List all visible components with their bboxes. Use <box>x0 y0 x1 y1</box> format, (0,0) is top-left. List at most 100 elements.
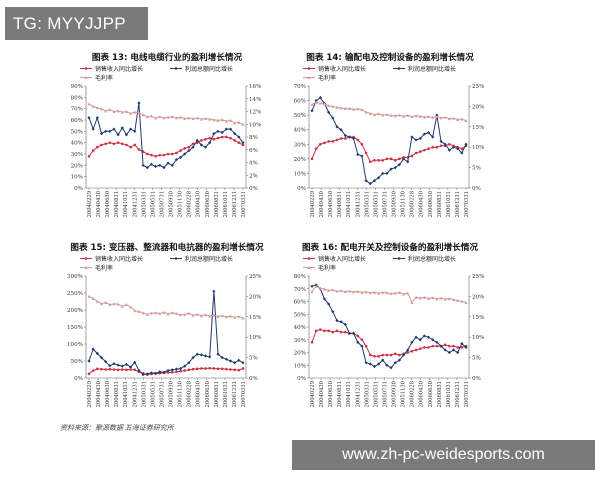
data-point <box>456 350 460 355</box>
data-point <box>166 115 170 119</box>
data-point <box>199 117 203 121</box>
data-point <box>393 291 397 295</box>
data-point <box>456 346 459 349</box>
data-point <box>195 367 199 371</box>
data-point <box>237 141 241 144</box>
data-point <box>426 131 431 135</box>
data-point <box>323 141 326 145</box>
data-point <box>377 355 380 358</box>
data-point <box>104 109 108 113</box>
data-point <box>323 329 326 333</box>
x-tick-label: 20040430 <box>96 191 102 217</box>
legend-swatch-marker <box>307 257 311 260</box>
data-point <box>398 353 401 357</box>
x-tick-label: 20060630 <box>428 381 434 407</box>
data-point <box>385 113 389 117</box>
data-point <box>233 139 236 142</box>
data-point <box>241 143 245 147</box>
data-point <box>191 367 195 371</box>
x-tick-label: 20061231 <box>455 191 461 217</box>
data-point <box>104 142 107 146</box>
data-point <box>104 301 108 305</box>
data-point <box>116 302 120 306</box>
data-point <box>233 368 236 372</box>
data-point <box>87 294 91 298</box>
data-point <box>322 102 326 106</box>
left-tick-label: 80% <box>294 274 306 280</box>
left-tick-label: 250% <box>67 291 83 297</box>
data-point <box>120 110 124 114</box>
data-point <box>431 135 435 139</box>
left-tick-label: 40% <box>294 325 306 331</box>
data-point <box>389 353 393 357</box>
data-point <box>179 149 182 152</box>
data-point <box>447 350 451 355</box>
data-point <box>220 130 224 135</box>
x-tick-label: 20040430 <box>96 381 102 407</box>
right-tick-label: 2% <box>249 173 258 179</box>
right-tick-label: 15% <box>472 315 484 321</box>
data-point <box>310 290 314 294</box>
data-point <box>129 365 133 369</box>
data-point <box>95 106 99 110</box>
right-tick-label: 5% <box>249 356 258 362</box>
data-point <box>439 296 443 300</box>
data-point <box>112 362 116 366</box>
data-point <box>397 113 401 117</box>
x-tick-label: 20070331 <box>464 381 470 407</box>
data-point <box>318 286 322 290</box>
x-tick-label: 20050731 <box>159 381 165 407</box>
data-point <box>228 359 233 363</box>
right-tick-label: 0% <box>472 376 481 382</box>
data-point <box>199 353 203 357</box>
data-point <box>460 151 464 155</box>
data-point <box>116 368 120 372</box>
data-point <box>174 116 178 120</box>
data-point <box>460 117 464 121</box>
left-tick-label: 20% <box>294 351 306 357</box>
left-tick-label: 200% <box>67 308 83 314</box>
data-point <box>125 143 128 147</box>
data-point <box>112 302 116 306</box>
data-point <box>414 348 418 352</box>
data-point <box>183 152 187 156</box>
left-tick-label: 60% <box>294 99 306 105</box>
data-point <box>183 117 187 121</box>
data-point <box>364 361 368 365</box>
data-point <box>418 150 422 153</box>
data-point <box>187 311 191 315</box>
data-point <box>352 331 356 335</box>
data-point <box>356 334 360 338</box>
x-tick-label: 20070331 <box>241 381 247 407</box>
data-point <box>339 289 343 293</box>
x-tick-label: 20041031 <box>123 191 129 217</box>
series-line <box>88 103 244 125</box>
data-point <box>435 344 439 348</box>
data-point <box>241 141 245 145</box>
legend-swatch-marker <box>174 256 178 261</box>
data-point <box>212 118 216 122</box>
legend-label: 销售收入同比增长 <box>95 65 143 73</box>
data-point <box>401 353 406 357</box>
left-tick-label: 70% <box>294 287 306 293</box>
data-point <box>368 111 372 115</box>
left-tick-label: 30% <box>294 338 306 344</box>
data-point <box>343 290 347 294</box>
data-point <box>149 114 153 118</box>
series-line <box>88 295 244 319</box>
left-tick-label: 10% <box>294 363 306 369</box>
data-point <box>204 117 208 121</box>
data-point <box>137 111 141 115</box>
data-point <box>187 145 191 149</box>
data-point <box>447 117 451 121</box>
legend-swatch-marker <box>84 266 88 269</box>
x-tick-label: 20061031 <box>446 381 452 407</box>
x-tick-label: 20070331 <box>464 191 470 217</box>
data-point <box>418 338 422 342</box>
data-point <box>435 145 439 149</box>
x-tick-label: 20060430 <box>196 191 202 217</box>
x-tick-label: 20061231 <box>232 381 238 407</box>
data-point <box>133 309 137 313</box>
data-point <box>339 320 343 324</box>
